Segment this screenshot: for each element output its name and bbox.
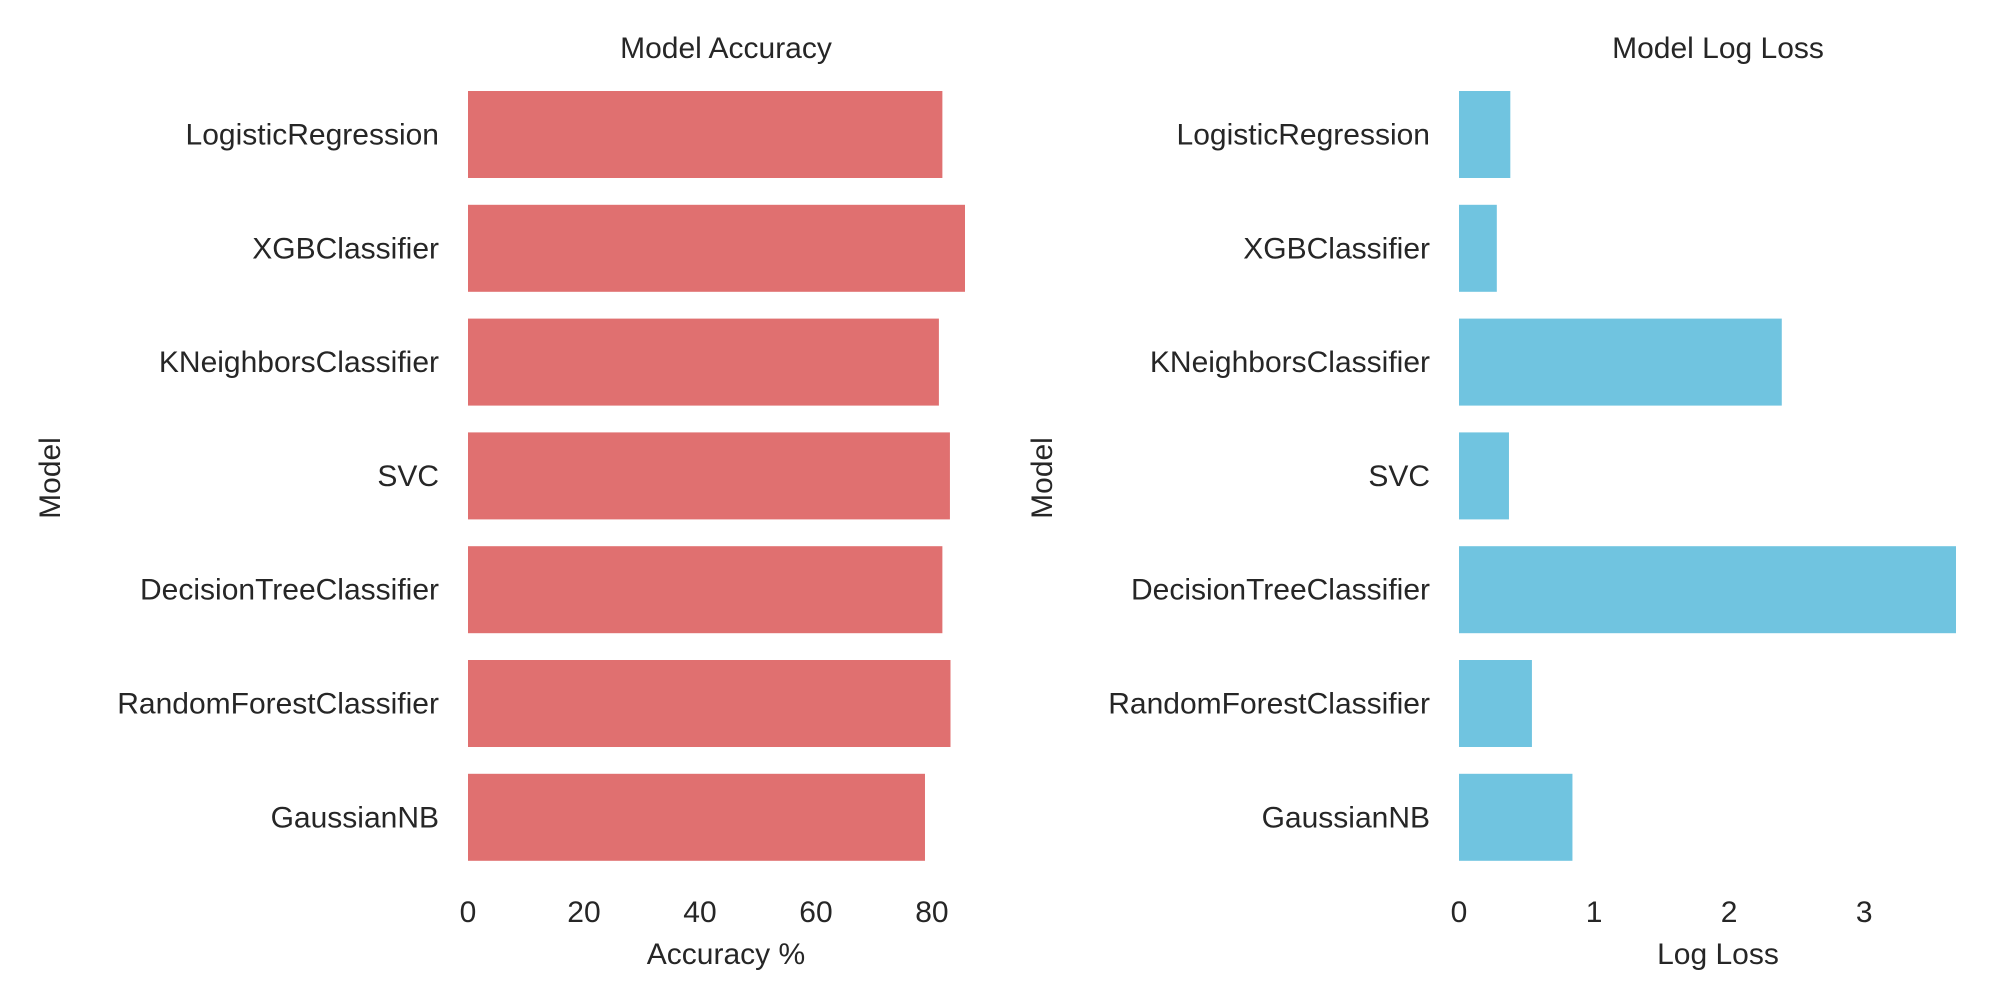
accuracy-bar [468,546,943,634]
logloss-bar [1459,660,1532,747]
accuracy-x-tick-label: 0 [460,896,477,929]
logloss-category-label: XGBClassifier [1243,232,1430,265]
logloss-category-label: GaussianNB [1262,801,1430,834]
logloss-category-label: SVC [1368,460,1430,493]
accuracy-x-tick-label: 20 [567,896,600,929]
logloss-y-axis-label: Model [1026,437,1059,519]
accuracy-x-tick-label: 80 [915,896,948,929]
accuracy-y-axis-label: Model [34,437,67,519]
logloss-panel: Model Log Loss Log Loss Model LogisticRe… [1026,32,1956,971]
logloss-bar [1459,318,1782,406]
accuracy-bar [468,204,965,292]
logloss-category-label: RandomForestClassifier [1108,688,1430,721]
logloss-category-label: LogisticRegression [1177,119,1430,152]
logloss-x-tick-label: 2 [1721,896,1738,929]
accuracy-category-label: LogisticRegression [186,119,439,152]
accuracy-x-tick-label: 40 [683,896,716,929]
logloss-x-tick-label: 3 [1856,896,1873,929]
accuracy-category-label: SVC [377,460,439,493]
logloss-category-label: KNeighborsClassifier [1150,346,1430,379]
accuracy-category-labels: LogisticRegression XGBClassifier KNeighbor… [117,119,439,835]
logloss-x-tick-label: 0 [1451,896,1468,929]
accuracy-bar [468,773,925,861]
accuracy-bars [468,91,965,861]
logloss-x-ticks: 0 1 2 3 [1451,896,1873,929]
logloss-category-labels: LogisticRegression XGBClassifier KNeighbor… [1108,119,1430,835]
accuracy-category-label: KNeighborsClassifier [159,346,439,379]
logloss-chart-title: Model Log Loss [1612,32,1824,65]
logloss-bar [1459,91,1511,178]
accuracy-bar [468,91,943,178]
accuracy-x-tick-label: 60 [799,896,832,929]
accuracy-x-ticks: 0 20 40 60 80 [460,896,949,929]
accuracy-chart-title: Model Accuracy [620,32,832,65]
logloss-bar [1459,546,1956,634]
accuracy-bar [468,660,951,747]
logloss-bar [1459,432,1509,520]
accuracy-panel: Model Accuracy Accuracy % Model Logistic… [34,32,965,971]
logloss-x-axis-label: Log Loss [1657,938,1779,971]
logloss-bar [1459,773,1573,861]
accuracy-category-label: DecisionTreeClassifier [140,574,439,607]
logloss-category-label: DecisionTreeClassifier [1131,574,1430,607]
logloss-x-tick-label: 1 [1586,896,1603,929]
accuracy-bar [468,318,939,406]
accuracy-x-axis-label: Accuracy % [647,938,805,971]
accuracy-category-label: RandomForestClassifier [117,688,439,721]
logloss-bar [1459,204,1497,292]
logloss-bars [1459,91,1956,861]
accuracy-bar [468,432,950,520]
accuracy-category-label: XGBClassifier [252,232,439,265]
accuracy-category-label: GaussianNB [271,801,439,834]
